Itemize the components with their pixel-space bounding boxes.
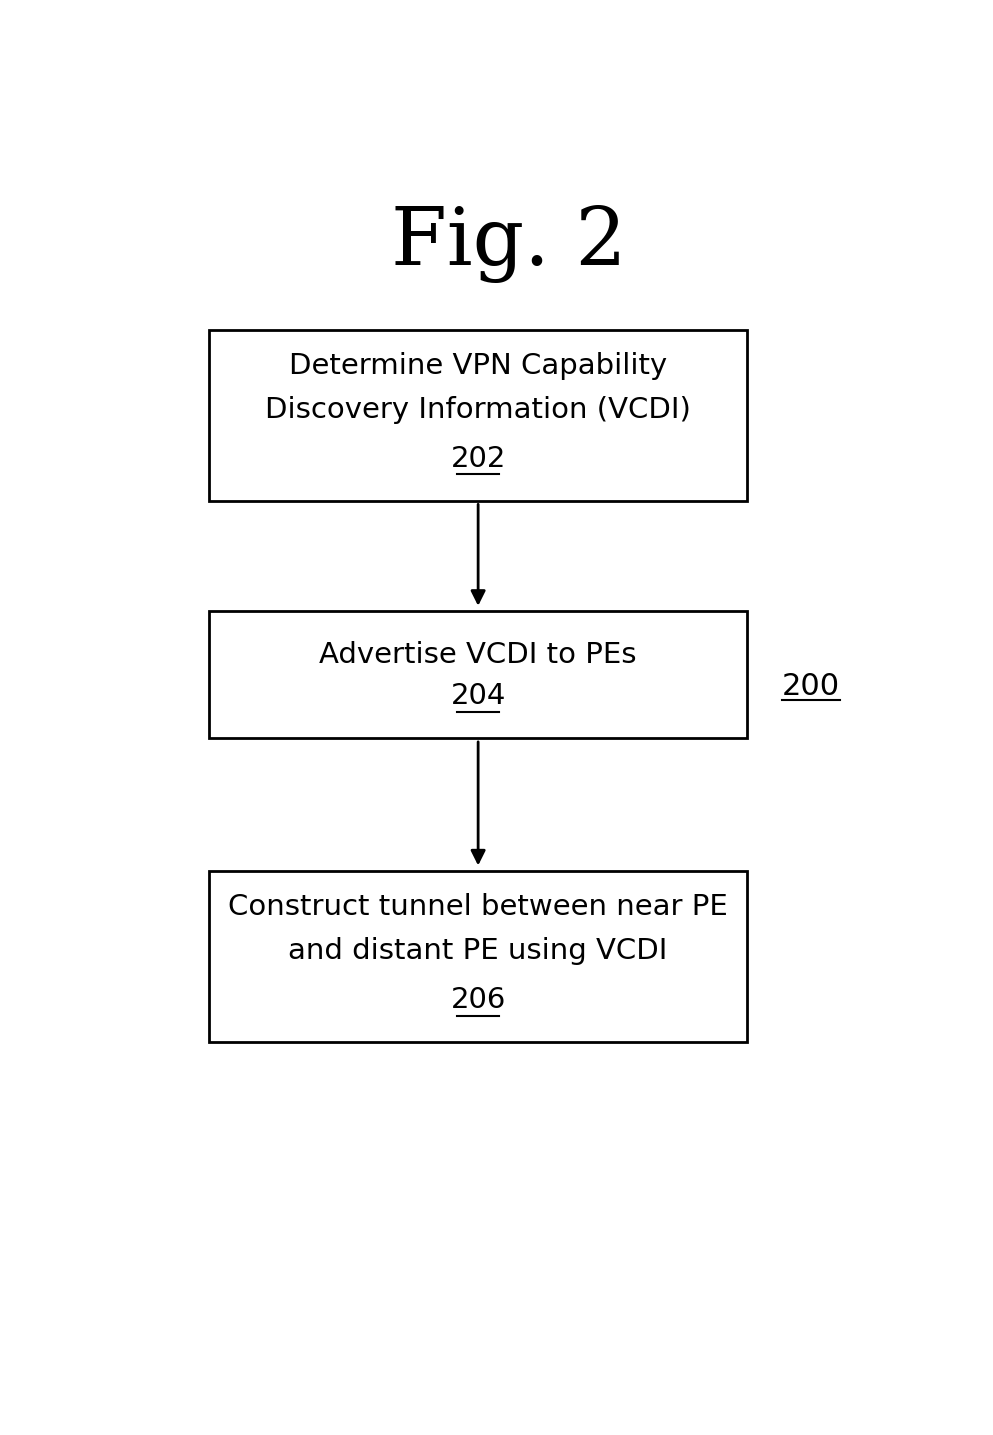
Text: Advertise VCDI to PEs: Advertise VCDI to PEs bbox=[320, 641, 637, 669]
Text: 206: 206 bbox=[451, 986, 505, 1015]
FancyBboxPatch shape bbox=[209, 871, 748, 1042]
Text: 202: 202 bbox=[451, 445, 505, 474]
Text: Determine VPN Capability: Determine VPN Capability bbox=[289, 352, 667, 380]
Text: Discovery Information (VCDI): Discovery Information (VCDI) bbox=[265, 396, 691, 423]
Text: 204: 204 bbox=[451, 683, 505, 710]
Text: Fig. 2: Fig. 2 bbox=[391, 205, 627, 283]
Text: 200: 200 bbox=[782, 672, 840, 700]
Text: Construct tunnel between near PE: Construct tunnel between near PE bbox=[228, 893, 728, 921]
FancyBboxPatch shape bbox=[209, 611, 748, 739]
FancyBboxPatch shape bbox=[209, 330, 748, 501]
Text: and distant PE using VCDI: and distant PE using VCDI bbox=[288, 937, 668, 966]
